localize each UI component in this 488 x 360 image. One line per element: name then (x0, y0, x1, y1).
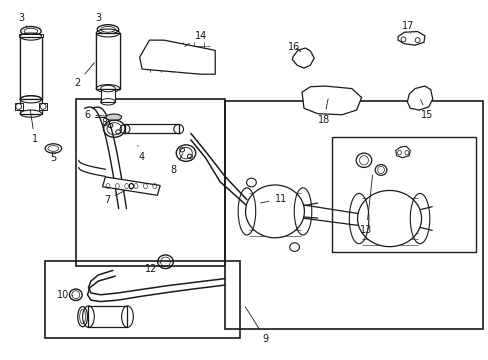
Text: 10: 10 (57, 291, 73, 301)
Text: 8: 8 (170, 154, 183, 175)
Bar (76, 99, 224, 266)
Bar (331, 137, 475, 252)
Text: 1: 1 (30, 110, 38, 144)
Polygon shape (125, 125, 178, 134)
Text: 12: 12 (144, 262, 160, 274)
Text: 17: 17 (401, 21, 414, 34)
Text: 18: 18 (317, 99, 329, 125)
Polygon shape (15, 103, 22, 110)
Text: 7: 7 (103, 190, 125, 205)
Polygon shape (88, 306, 127, 327)
Polygon shape (19, 34, 42, 37)
Polygon shape (20, 37, 41, 99)
Polygon shape (101, 89, 115, 102)
Polygon shape (140, 40, 215, 74)
Polygon shape (357, 190, 421, 247)
Polygon shape (96, 33, 120, 89)
Polygon shape (20, 99, 41, 114)
Polygon shape (292, 48, 314, 68)
Polygon shape (397, 32, 424, 45)
Polygon shape (302, 86, 361, 115)
Polygon shape (407, 86, 432, 110)
Text: 13: 13 (360, 175, 372, 235)
Bar (224, 101, 483, 329)
Text: 4: 4 (138, 145, 145, 162)
Text: 3: 3 (95, 13, 104, 26)
Text: 2: 2 (74, 63, 94, 88)
Polygon shape (102, 177, 160, 195)
Text: 8: 8 (102, 118, 110, 128)
Polygon shape (395, 146, 409, 158)
Ellipse shape (106, 114, 122, 121)
Text: 16: 16 (287, 42, 300, 52)
Text: 14: 14 (184, 31, 206, 46)
Text: 5: 5 (50, 152, 57, 163)
Polygon shape (245, 185, 304, 238)
Polygon shape (39, 103, 46, 110)
Text: 11: 11 (260, 194, 286, 204)
Text: 15: 15 (420, 99, 433, 121)
Text: 6: 6 (84, 110, 105, 120)
Bar (44, 261, 239, 338)
Text: 3: 3 (18, 13, 27, 26)
Text: 9: 9 (245, 307, 268, 344)
